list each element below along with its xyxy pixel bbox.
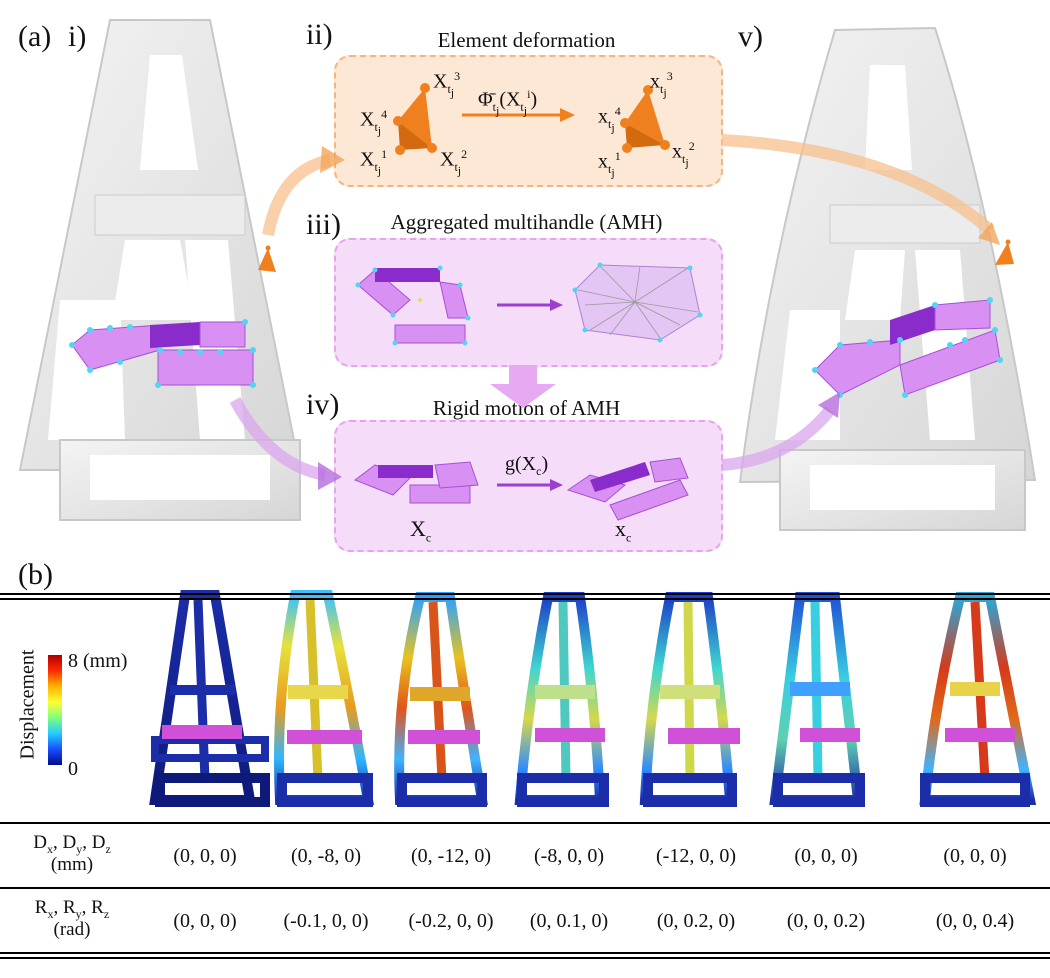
label-x-c: xc (615, 516, 632, 545)
rotation-row-header: Rx, Ry, Rz (rad) (34, 897, 110, 941)
translation-cell-3: (0, -12, 0) (411, 845, 491, 867)
deformation-map-label: Φ̄tj(Xtji) (478, 87, 538, 118)
mid-rule-1 (0, 822, 1050, 824)
step-ii-label: ii) (306, 18, 333, 51)
label-x-t3: xtj3 (650, 69, 673, 100)
amh-rest (353, 461, 479, 504)
tower-result-6 (769, 592, 865, 807)
bottom-double-rule-2 (0, 957, 1050, 959)
tet-deformed (620, 85, 670, 153)
translation-cell-1: (0, 0, 0) (173, 845, 237, 867)
tower-deformed (738, 26, 1037, 531)
arrow-from-rigid-box (721, 406, 835, 471)
tower-result-5 (639, 592, 740, 807)
top-double-rule-2 (0, 598, 1050, 600)
amh-aggregated (572, 262, 703, 343)
tower-result-3 (394, 592, 488, 807)
mid-rule-2 (0, 887, 1050, 889)
translation-cell-4: (-8, 0, 0) (534, 845, 604, 867)
colorbar-min-label: 0 (68, 758, 78, 780)
label-x-t2: xtj2 (672, 139, 695, 170)
translation-row-header: Dx, Dy, Dz (mm) (33, 832, 111, 876)
rigid-map-label: g(Xc) (505, 453, 549, 478)
bottom-double-rule-1 (0, 952, 1050, 954)
label-X-c: Xc (410, 516, 432, 545)
tower-result-2 (274, 590, 374, 807)
step-iii-label: iii) (306, 208, 341, 241)
label-X-t2: Xtj2 (440, 147, 468, 178)
translation-cell-2: (0, -8, 0) (291, 845, 361, 867)
arrow-to-rigid-box (229, 397, 327, 481)
label-x-t1: xtj1 (598, 149, 621, 180)
amh-handles (355, 265, 471, 346)
element-deformation-title: Element deformation (437, 28, 616, 52)
step-v-label: v) (738, 20, 763, 53)
tower-result-1 (149, 590, 270, 807)
step-iv-label: iv) (306, 388, 340, 421)
colorbar-max-label: 8 (mm) (68, 650, 128, 672)
translation-cell-6: (0, 0, 0) (794, 845, 858, 867)
label-x-t4: xtj4 (598, 104, 621, 135)
label-X-t1: Xtj1 (360, 147, 388, 178)
rigid-motion-title: Rigid motion of AMH (432, 396, 621, 420)
aggregated-multihandle-title: Aggregated multihandle (AMH) (390, 210, 663, 234)
step-i-label: i) (68, 20, 87, 53)
label-X-t3: Xtj3 (433, 69, 461, 100)
rotation-cell-4: (0, 0.1, 0) (529, 910, 609, 932)
down-arrow (509, 365, 537, 385)
tower-result-7 (919, 592, 1037, 807)
translation-cell-5: (-12, 0, 0) (656, 845, 736, 867)
displacement-colorbar (48, 655, 62, 765)
panel-a-label: (a) (18, 20, 52, 53)
rotation-cell-7: (0, 0, 0.4) (935, 910, 1015, 932)
tower-undeformed (18, 19, 302, 521)
translation-cell-7: (0, 0, 0) (943, 845, 1007, 867)
arrow-to-deformed-tower (721, 134, 994, 235)
tower-result-4 (514, 592, 609, 807)
panel-b-label: (b) (18, 558, 53, 591)
rotation-cell-3: (-0.2, 0, 0) (408, 910, 494, 932)
rotation-cell-1: (0, 0, 0) (173, 910, 237, 932)
top-double-rule-1 (0, 593, 1050, 595)
rotation-cell-2: (-0.1, 0, 0) (283, 910, 369, 932)
tet-reference (393, 83, 437, 155)
arrow-to-element-box (262, 154, 332, 237)
amh-moved (566, 457, 689, 521)
rotation-cell-5: (0, 0.2, 0) (656, 910, 736, 932)
label-X-t4: Xtj4 (360, 107, 388, 138)
colorbar-title: Displacement (16, 649, 39, 760)
rotation-cell-6: (0, 0, 0.2) (786, 910, 866, 932)
